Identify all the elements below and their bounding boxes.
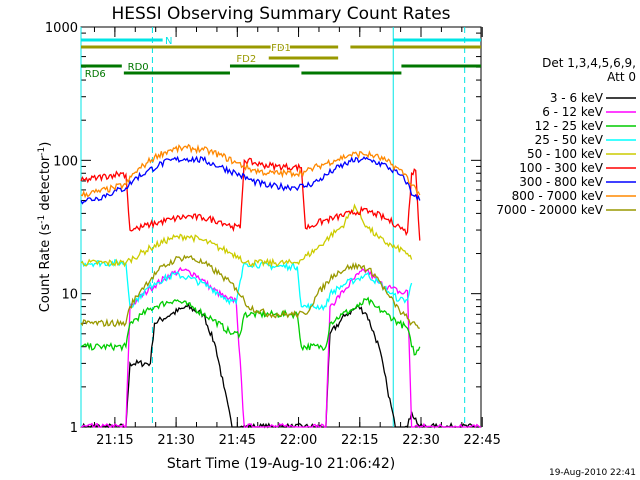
series-line xyxy=(80,155,421,205)
legend-label: 7000 - 20000 keV xyxy=(496,203,603,217)
state-bar-label: N xyxy=(165,36,172,47)
legend-label: 100 - 300 keV xyxy=(519,161,603,175)
x-tick-label: 22:00 xyxy=(280,433,317,448)
series-line xyxy=(80,296,421,356)
state-bar-label: FD1 xyxy=(271,43,291,54)
legend-label: 6 - 12 keV xyxy=(542,105,604,119)
series-line xyxy=(80,143,421,199)
y-tick-label: 100 xyxy=(53,154,78,169)
timestamp: 19-Aug-2010 22:41 xyxy=(549,468,636,478)
y-tick-label: 1 xyxy=(70,421,78,436)
x-tick-label: 22:15 xyxy=(341,433,378,448)
y-tick-label: 10 xyxy=(61,288,78,303)
legend-label: 12 - 25 keV xyxy=(535,119,604,133)
y-label-part2: detector xyxy=(38,155,53,215)
x-tick-label: 22:45 xyxy=(463,433,500,448)
x-tick-label: 22:30 xyxy=(402,433,439,448)
plot-frame xyxy=(80,26,482,428)
series-line xyxy=(80,254,420,329)
y-tick-label: 1000 xyxy=(45,21,78,36)
x-tick-label: 21:45 xyxy=(219,433,256,448)
series-line xyxy=(81,302,481,429)
plot-area: 1 10 100 1000 21:15 21:30 21:45 22:00 22:15 22:30… xyxy=(45,21,501,448)
series-line xyxy=(80,157,421,241)
y-label-exponent2: -1 xyxy=(37,147,47,156)
state-bar-label: FD2 xyxy=(236,54,256,65)
x-tick-label: 21:15 xyxy=(96,433,133,448)
legend-label: 50 - 100 keV xyxy=(527,147,604,161)
state-bar-label: RD0 xyxy=(128,62,149,73)
series-line xyxy=(80,266,481,429)
y-label-part3: ) xyxy=(38,142,53,147)
series-line xyxy=(80,258,413,312)
y-label-part1: Count Rate (s xyxy=(38,224,53,313)
chart-title: HESSI Observing Summary Count Rates xyxy=(111,4,450,24)
x-axis-label: Start Time (19-Aug-10 21:06:42) xyxy=(167,456,395,472)
legend-label: 300 - 800 keV xyxy=(519,175,603,189)
detector-info-line2: Att 0 xyxy=(607,70,636,84)
y-axis-label: Count Rate (s-1 detector-1) xyxy=(37,142,53,313)
legend-label: 25 - 50 keV xyxy=(535,133,604,147)
y-label-exponent1: -1 xyxy=(37,215,47,224)
detector-info-line1: Det 1,3,4,5,6,9, xyxy=(542,56,636,70)
series-line xyxy=(80,203,413,268)
legend-label: 800 - 7000 keV xyxy=(512,189,604,203)
state-bar-label: RD6 xyxy=(85,69,106,80)
legend-label: 3 - 6 keV xyxy=(550,91,604,105)
x-tick-label: 21:30 xyxy=(157,433,194,448)
